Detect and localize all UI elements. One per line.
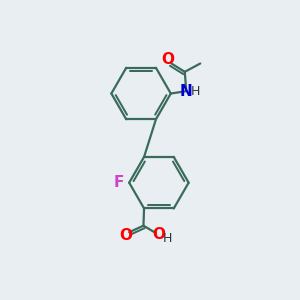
Text: H: H: [163, 232, 172, 245]
Text: O: O: [161, 52, 174, 68]
Text: N: N: [180, 84, 193, 99]
Text: F: F: [113, 175, 124, 190]
Text: H: H: [191, 85, 200, 98]
Text: O: O: [119, 228, 132, 243]
Text: O: O: [152, 227, 165, 242]
